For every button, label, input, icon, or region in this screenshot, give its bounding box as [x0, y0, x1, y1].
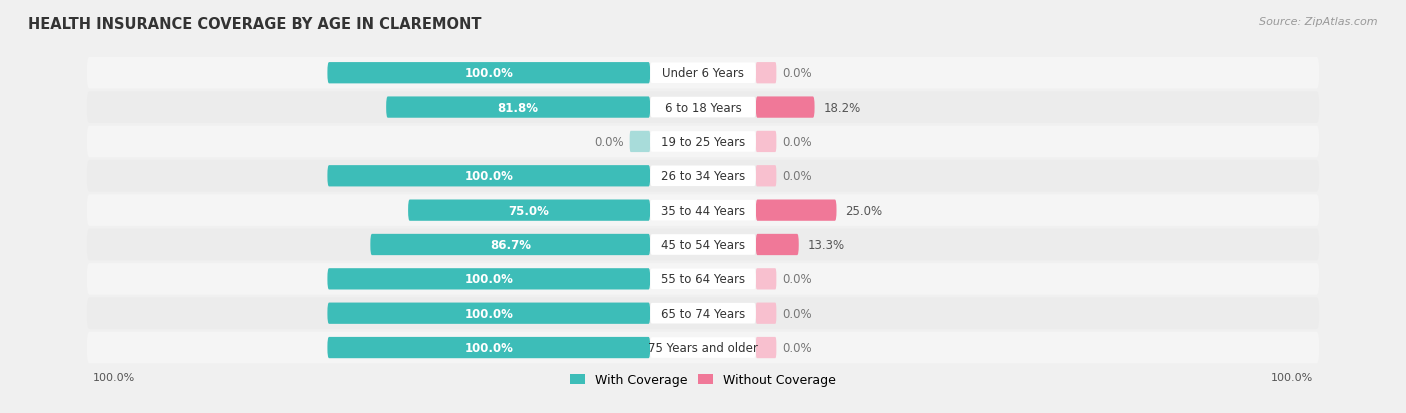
Text: 0.0%: 0.0%: [782, 273, 811, 286]
FancyBboxPatch shape: [87, 58, 1319, 89]
Text: 26 to 34 Years: 26 to 34 Years: [661, 170, 745, 183]
FancyBboxPatch shape: [756, 234, 799, 256]
Text: 18.2%: 18.2%: [824, 101, 860, 114]
Text: 75 Years and older: 75 Years and older: [648, 341, 758, 354]
FancyBboxPatch shape: [650, 63, 756, 84]
FancyBboxPatch shape: [328, 337, 650, 358]
FancyBboxPatch shape: [756, 268, 776, 290]
Text: 86.7%: 86.7%: [489, 238, 530, 252]
FancyBboxPatch shape: [650, 200, 756, 221]
FancyBboxPatch shape: [87, 126, 1319, 158]
Text: 100.0%: 100.0%: [464, 341, 513, 354]
Text: 45 to 54 Years: 45 to 54 Years: [661, 238, 745, 252]
Text: HEALTH INSURANCE COVERAGE BY AGE IN CLAREMONT: HEALTH INSURANCE COVERAGE BY AGE IN CLAR…: [28, 17, 482, 31]
Text: 19 to 25 Years: 19 to 25 Years: [661, 135, 745, 149]
Text: 0.0%: 0.0%: [595, 135, 624, 149]
FancyBboxPatch shape: [87, 263, 1319, 295]
FancyBboxPatch shape: [650, 303, 756, 324]
FancyBboxPatch shape: [87, 229, 1319, 261]
FancyBboxPatch shape: [408, 200, 650, 221]
FancyBboxPatch shape: [328, 268, 650, 290]
Legend: With Coverage, Without Coverage: With Coverage, Without Coverage: [565, 368, 841, 391]
FancyBboxPatch shape: [328, 303, 650, 324]
Text: 65 to 74 Years: 65 to 74 Years: [661, 307, 745, 320]
FancyBboxPatch shape: [650, 269, 756, 290]
Text: 0.0%: 0.0%: [782, 170, 811, 183]
FancyBboxPatch shape: [650, 166, 756, 187]
Text: 75.0%: 75.0%: [509, 204, 550, 217]
FancyBboxPatch shape: [87, 195, 1319, 226]
Text: 35 to 44 Years: 35 to 44 Years: [661, 204, 745, 217]
FancyBboxPatch shape: [650, 337, 756, 358]
FancyBboxPatch shape: [756, 63, 776, 84]
FancyBboxPatch shape: [756, 166, 776, 187]
FancyBboxPatch shape: [650, 235, 756, 255]
FancyBboxPatch shape: [87, 332, 1319, 363]
FancyBboxPatch shape: [756, 200, 837, 221]
FancyBboxPatch shape: [756, 131, 776, 153]
FancyBboxPatch shape: [328, 166, 650, 187]
Text: Source: ZipAtlas.com: Source: ZipAtlas.com: [1260, 17, 1378, 26]
FancyBboxPatch shape: [756, 97, 814, 119]
Text: 0.0%: 0.0%: [782, 307, 811, 320]
Text: 13.3%: 13.3%: [807, 238, 845, 252]
Text: 55 to 64 Years: 55 to 64 Years: [661, 273, 745, 286]
FancyBboxPatch shape: [650, 97, 756, 118]
FancyBboxPatch shape: [650, 132, 756, 152]
FancyBboxPatch shape: [328, 63, 650, 84]
Text: 100.0%: 100.0%: [93, 373, 135, 382]
Text: 0.0%: 0.0%: [782, 135, 811, 149]
Text: 100.0%: 100.0%: [464, 67, 513, 80]
FancyBboxPatch shape: [87, 298, 1319, 329]
Text: 100.0%: 100.0%: [464, 170, 513, 183]
FancyBboxPatch shape: [87, 92, 1319, 123]
Text: 81.8%: 81.8%: [498, 101, 538, 114]
FancyBboxPatch shape: [370, 234, 650, 256]
Text: 25.0%: 25.0%: [845, 204, 883, 217]
Text: 6 to 18 Years: 6 to 18 Years: [665, 101, 741, 114]
Text: 100.0%: 100.0%: [464, 307, 513, 320]
FancyBboxPatch shape: [630, 131, 650, 153]
FancyBboxPatch shape: [387, 97, 650, 119]
Text: Under 6 Years: Under 6 Years: [662, 67, 744, 80]
FancyBboxPatch shape: [87, 161, 1319, 192]
FancyBboxPatch shape: [756, 337, 776, 358]
Text: 0.0%: 0.0%: [782, 67, 811, 80]
Text: 0.0%: 0.0%: [782, 341, 811, 354]
Text: 100.0%: 100.0%: [1271, 373, 1313, 382]
Text: 100.0%: 100.0%: [464, 273, 513, 286]
FancyBboxPatch shape: [756, 303, 776, 324]
